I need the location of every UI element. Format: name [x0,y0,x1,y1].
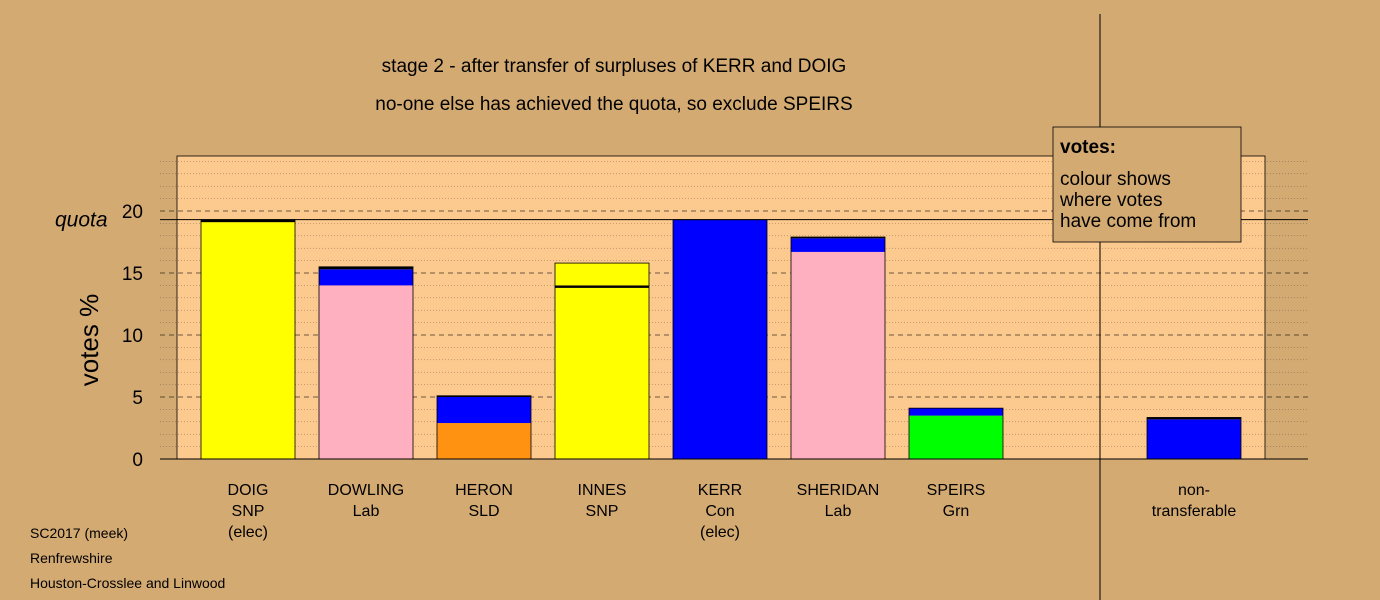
footer-election: SC2017 (meek) [30,525,128,541]
bar-segment [437,395,531,397]
y-axis-label: votes % [74,294,104,387]
bar-segment [909,415,1003,459]
x-tick-label: Grn [943,503,970,520]
y-tick-label: 15 [122,264,143,285]
footer-council: Renfrewshire [30,550,113,566]
y-tick-label: 0 [132,450,143,471]
x-tick-label: SHERIDAN [797,482,880,499]
bar-segment [319,285,413,459]
x-tick-label: KERR [698,482,742,499]
footer-ward: Houston-Crosslee and Linwood [30,575,225,591]
bar-segment [319,266,413,270]
legend: votes: colour shows where votes have com… [1052,126,1242,243]
y-tick-label: 5 [132,388,143,409]
chart-subtitle: no-one else has achieved the quota, so e… [375,94,852,115]
x-tick-labels: DOIG SNP (elec) DOWLING Lab HERON SLD INNES SNP K… [228,482,1237,541]
bar-segment [791,238,885,252]
y-tick-labels: 0 5 10 15 20 [122,202,143,471]
x-tick-label: (elec) [700,524,740,541]
bar-stack [318,266,414,460]
bar-stack [554,262,650,460]
bar-segment [1147,419,1241,459]
x-tick-label: SNP [586,503,619,520]
bar-segment [437,423,531,459]
y-tick-label: 10 [122,326,143,347]
bar-stack [908,407,1004,460]
x-tick-label: DOIG [228,482,269,499]
bar-segment [201,219,295,223]
legend-line: have come from [1060,211,1196,232]
chart-title: stage 2 - after transfer of surpluses of… [382,56,847,77]
bar-stack [200,219,296,460]
bar-segment [201,222,295,459]
x-tick-label: transferable [1152,503,1237,520]
x-tick-label: Con [705,503,734,520]
x-tick-label: Lab [825,503,852,520]
x-tick-label: SPEIRS [927,482,986,499]
x-tick-label: SLD [468,503,499,520]
bar-stack [790,236,886,460]
bar-stack [672,219,768,460]
x-tick-label: (elec) [228,524,268,541]
x-tick-label: Lab [353,503,380,520]
bars [200,219,1242,460]
bar-segment [791,237,885,239]
x-tick-label: HERON [455,482,513,499]
legend-line: where votes [1059,190,1162,211]
bar-segment [555,287,649,459]
bar-segment [555,285,649,288]
bar-stack [1146,417,1242,460]
bar-segment [319,269,413,286]
legend-box [1052,126,1242,243]
x-tick-label: INNES [578,482,627,499]
x-tick-label: non- [1178,482,1210,499]
bar-segment [437,397,531,424]
x-tick-label: SNP [232,503,265,520]
quota-label: quota [55,209,108,232]
bar-stack [436,395,532,460]
bar-segment [555,263,649,286]
x-tick-label: DOWLING [328,482,404,499]
y-tick-label: 20 [122,202,143,223]
bar-segment [1147,417,1241,420]
bar-segment [791,251,885,459]
bar-segment [673,219,767,459]
legend-title: votes: [1060,137,1116,158]
bar-segment [909,408,1003,416]
legend-line: colour shows [1060,169,1171,190]
